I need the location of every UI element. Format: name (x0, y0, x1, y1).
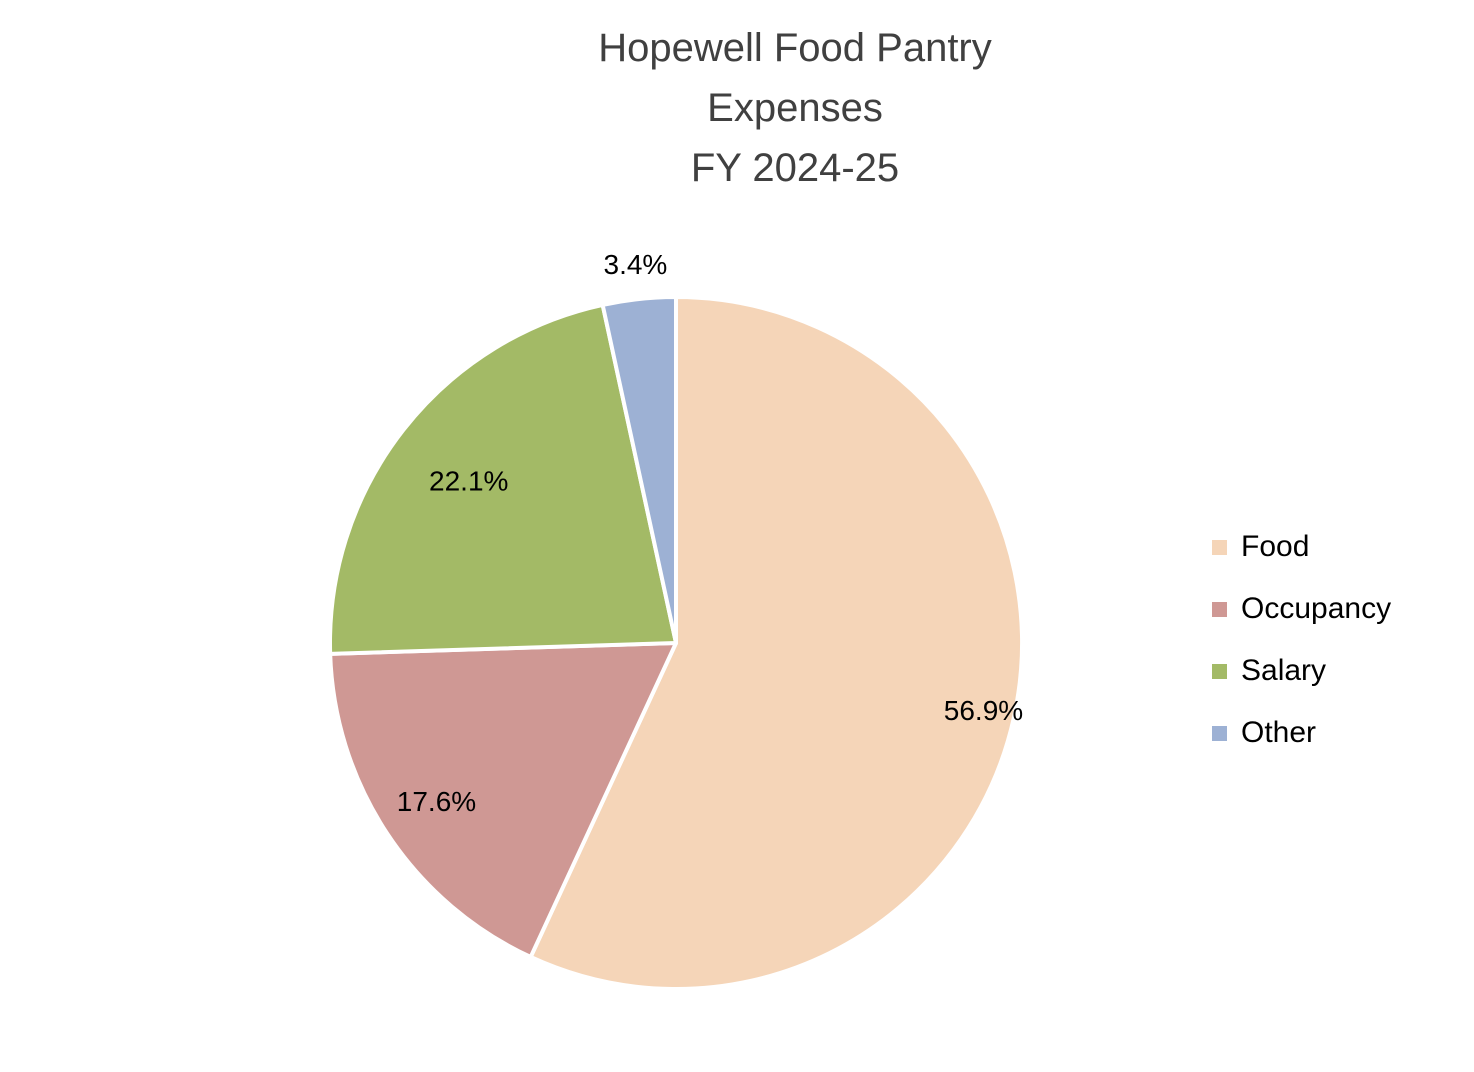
legend-item-food: Food (1212, 516, 1452, 578)
legend-swatch-food (1212, 539, 1227, 555)
legend-item-salary: Salary (1212, 640, 1452, 702)
legend: Food Occupancy Salary Other (1212, 516, 1452, 764)
legend-swatch-salary (1212, 663, 1227, 679)
pie-slice-other (600, 295, 678, 645)
pie-slice-food (528, 295, 1024, 991)
data-label-salary: 22.1% (429, 466, 508, 497)
legend-label-occupancy: Occupancy (1241, 592, 1392, 625)
legend-item-other: Other (1212, 702, 1452, 764)
legend-swatch-occupancy (1212, 601, 1227, 617)
chart-title: Hopewell Food Pantry Expenses FY 2024-25 (495, 18, 1095, 198)
legend-swatch-other (1212, 725, 1227, 741)
pie-slice-occupancy (328, 641, 678, 959)
legend-label-food: Food (1241, 530, 1310, 563)
legend-item-occupancy: Occupancy (1212, 578, 1452, 640)
data-label-occupancy: 17.6% (397, 786, 476, 817)
chart-title-line-1: Hopewell Food Pantry (598, 26, 992, 70)
chart-title-line-3: FY 2024-25 (690, 146, 900, 190)
chart-title-line-2: Expenses (707, 86, 883, 130)
data-label-other: 3.4% (604, 249, 668, 280)
legend-label-salary: Salary (1241, 654, 1327, 687)
data-label-food: 56.9% (944, 695, 1023, 726)
pie-slice-salary (328, 302, 678, 656)
legend-label-other: Other (1241, 716, 1317, 749)
